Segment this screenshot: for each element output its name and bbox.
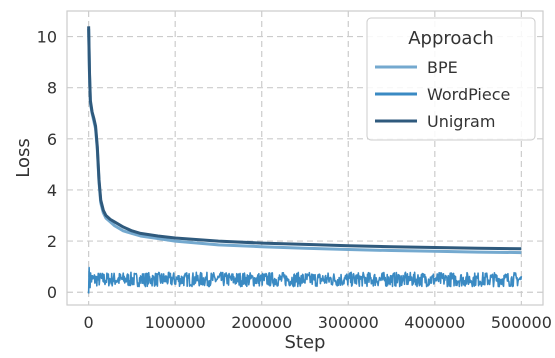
legend-label-unigram: Unigram	[427, 112, 495, 131]
series-line-unigram	[87, 26, 522, 251]
x-tick-label: 0	[84, 313, 94, 332]
legend-box	[366, 17, 536, 141]
grid	[67, 11, 543, 305]
y-tick-label: 10	[37, 28, 57, 47]
plot-frame	[66, 10, 544, 306]
tick-labels: 0 100000 200000 300000 400000 500000 0 2 4 6 8 10	[37, 28, 552, 332]
y-axis-label: Loss	[13, 138, 34, 177]
y-tick-label: 0	[47, 283, 57, 302]
series-lines	[87, 26, 523, 294]
y-tick-label: 8	[47, 79, 57, 98]
x-tick-label: 400000	[404, 313, 465, 332]
x-tick-label: 500000	[491, 313, 552, 332]
y-tick-label: 4	[47, 181, 57, 200]
y-tick-label: 2	[47, 232, 57, 251]
legend-label-bpe: BPE	[427, 58, 458, 77]
x-axis-label: Step	[285, 332, 326, 353]
x-tick-label: 100000	[145, 313, 206, 332]
x-tick-label: 300000	[318, 313, 379, 332]
y-tick-label: 6	[47, 130, 57, 149]
series-line-wordpiece	[87, 266, 523, 294]
legend-items: BPE WordPiece Unigram	[375, 58, 510, 131]
legend: Approach BPE WordPiece Unigram	[366, 17, 536, 141]
x-tick-label: 200000	[231, 313, 292, 332]
legend-label-wordpiece: WordPiece	[427, 85, 510, 104]
legend-title: Approach	[408, 28, 494, 49]
